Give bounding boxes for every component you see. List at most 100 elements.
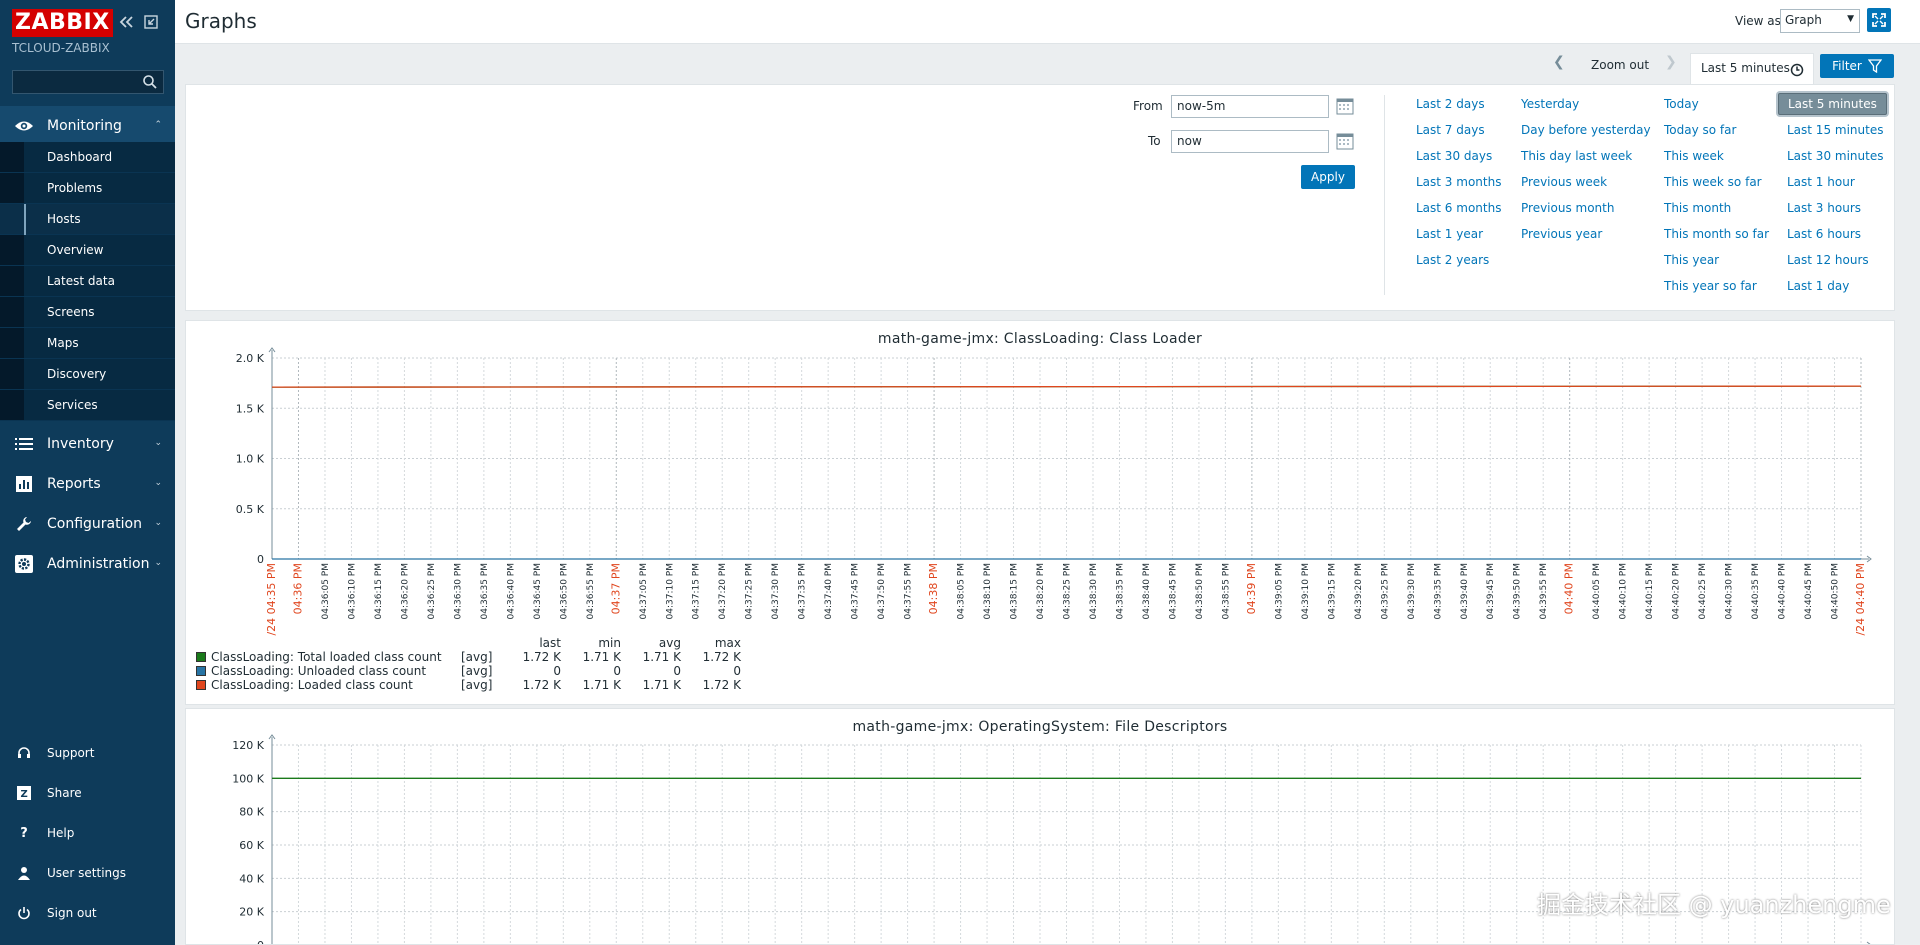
nav-reports[interactable]: Reports ⌄ bbox=[0, 464, 175, 504]
quick-range-this-month-so-far[interactable]: This month so far bbox=[1664, 227, 1770, 241]
quick-range-today-so-far[interactable]: Today so far bbox=[1664, 123, 1737, 137]
chart-file-descriptors: 0 20 K 40 K 60 K 80 K 100 K 120 K bbox=[232, 734, 1871, 944]
to-input[interactable]: now bbox=[1171, 130, 1329, 153]
quick-range-last-6-months[interactable]: Last 6 months bbox=[1416, 201, 1502, 215]
logo-text: ZABBIX bbox=[12, 9, 113, 37]
calendar-icon[interactable] bbox=[1336, 132, 1354, 150]
legend-swatch bbox=[196, 680, 206, 690]
quick-range-this-month[interactable]: This month bbox=[1664, 201, 1732, 215]
sidebar-item-problems[interactable]: Problems bbox=[0, 173, 175, 204]
sidebar-share[interactable]: Z Share bbox=[0, 778, 175, 808]
quick-range-last-5-minutes[interactable]: Last 5 minutes bbox=[1778, 93, 1887, 115]
x-tick-label: 04:40:10 PM bbox=[1619, 563, 1629, 619]
nav-inventory[interactable]: Inventory ⌄ bbox=[0, 424, 175, 464]
x-tick-label: 04:39:50 PM bbox=[1513, 563, 1523, 619]
quick-range-last-2-days[interactable]: Last 2 days bbox=[1416, 97, 1485, 111]
collapse-sidebar-icon[interactable] bbox=[118, 13, 136, 31]
zoom-out-button[interactable]: Zoom out bbox=[1591, 58, 1650, 72]
quick-range-last-2-years[interactable]: Last 2 years bbox=[1416, 253, 1490, 267]
fullscreen-button[interactable] bbox=[1867, 8, 1891, 32]
apply-button[interactable]: Apply bbox=[1301, 165, 1355, 189]
quick-range-last-6-hours[interactable]: Last 6 hours bbox=[1787, 227, 1861, 241]
x-tick-label: 04:36:15 PM bbox=[374, 563, 384, 619]
x-tick-label: 04:38:20 PM bbox=[1036, 563, 1046, 619]
nav-monitoring[interactable]: Monitoring ⌃ bbox=[0, 106, 175, 146]
x-tick-label: 04:38:05 PM bbox=[957, 563, 967, 619]
quick-range-today[interactable]: Today bbox=[1664, 97, 1699, 111]
from-input[interactable]: now-5m bbox=[1171, 95, 1329, 118]
quick-range-last-1-hour[interactable]: Last 1 hour bbox=[1787, 175, 1855, 189]
sidebar-item-screens[interactable]: Screens bbox=[0, 297, 175, 328]
sidebar-help[interactable]: ? Help bbox=[0, 818, 175, 848]
quick-range-last-30-days[interactable]: Last 30 days bbox=[1416, 149, 1493, 163]
quick-range-last-12-hours[interactable]: Last 12 hours bbox=[1787, 253, 1869, 267]
quick-range-day-before-yesterday[interactable]: Day before yesterday bbox=[1521, 123, 1651, 137]
nav-administration-label: Administration bbox=[47, 556, 150, 572]
quick-range-this-year-so-far[interactable]: This year so far bbox=[1664, 279, 1757, 293]
calendar-icon[interactable] bbox=[1336, 97, 1354, 115]
quick-range-this-week[interactable]: This week bbox=[1664, 149, 1724, 163]
sidebar-item-maps[interactable]: Maps bbox=[0, 328, 175, 359]
sign-out-label: Sign out bbox=[47, 906, 97, 920]
x-tick-label: 04:36:25 PM bbox=[427, 563, 437, 619]
sidebar-item-latest-data[interactable]: Latest data bbox=[0, 266, 175, 297]
quick-range-last-15-minutes[interactable]: Last 15 minutes bbox=[1787, 123, 1884, 137]
x-axis-arrow bbox=[1866, 941, 1871, 944]
filter-button[interactable]: Filter bbox=[1820, 54, 1894, 78]
x-tick-label: 04:36:50 PM bbox=[559, 563, 569, 619]
watermark: 掘金技术社区 @ yuanzhengme bbox=[1537, 891, 1891, 919]
sidebar-search-input[interactable] bbox=[12, 70, 164, 94]
x-tick-label: 04:39:05 PM bbox=[1274, 563, 1284, 619]
x-tick-label: 04:39:55 PM bbox=[1539, 563, 1549, 619]
autohide-sidebar-icon[interactable] bbox=[142, 13, 160, 31]
quick-range-this-year[interactable]: This year bbox=[1664, 253, 1720, 267]
quick-range-last-3-hours[interactable]: Last 3 hours bbox=[1787, 201, 1861, 215]
x-tick-label: 04:40:05 PM bbox=[1592, 563, 1602, 619]
quick-range-last-1-day[interactable]: Last 1 day bbox=[1787, 279, 1850, 293]
zabbix-logo[interactable]: ZABBIX bbox=[12, 9, 113, 37]
x-tick-label: 04:36:55 PM bbox=[586, 563, 596, 619]
legend-head-min: min bbox=[598, 636, 621, 650]
nav-configuration[interactable]: Configuration ⌄ bbox=[0, 504, 175, 544]
graph-title: math-game-jmx: OperatingSystem: File Des… bbox=[852, 719, 1228, 735]
chevron-left-icon[interactable]: ❮ bbox=[1553, 54, 1565, 70]
wrench-icon bbox=[14, 515, 34, 533]
help-icon: ? bbox=[20, 825, 28, 841]
x-tick-label: 04:38:55 PM bbox=[1221, 563, 1231, 619]
monitoring-submenu: Dashboard Problems Hosts Overview Latest… bbox=[0, 142, 175, 421]
chevron-right-icon[interactable]: ❯ bbox=[1665, 54, 1677, 70]
sidebar-item-discovery[interactable]: Discovery bbox=[0, 359, 175, 390]
quick-range-yesterday[interactable]: Yesterday bbox=[1521, 97, 1580, 111]
x-tick-label: 04:39 PM bbox=[1245, 563, 1258, 614]
nav-administration[interactable]: Administration ⌄ bbox=[0, 544, 175, 584]
sidebar-item-hosts[interactable]: Hosts bbox=[0, 204, 175, 235]
quick-range-previous-month[interactable]: Previous month bbox=[1521, 201, 1615, 215]
sidebar-support[interactable]: Support bbox=[0, 738, 175, 768]
sidebar-item-overview[interactable]: Overview bbox=[0, 235, 175, 266]
quick-range-previous-week[interactable]: Previous week bbox=[1521, 175, 1608, 189]
chevron-down-icon: ⌄ bbox=[154, 518, 162, 528]
x-tick-label: 04:39:10 PM bbox=[1301, 563, 1311, 619]
sidebar-item-dashboard[interactable]: Dashboard bbox=[0, 142, 175, 173]
view-as-value: Graph bbox=[1785, 13, 1822, 27]
quick-range-this-week-so-far[interactable]: This week so far bbox=[1664, 175, 1762, 189]
quick-range-previous-year[interactable]: Previous year bbox=[1521, 227, 1603, 241]
quick-range-last-30-minutes[interactable]: Last 30 minutes bbox=[1787, 149, 1884, 163]
y-tick-label: 0 bbox=[257, 553, 264, 566]
sidebar-item-services[interactable]: Services bbox=[0, 390, 175, 421]
fullscreen-icon bbox=[1872, 13, 1886, 27]
search-icon[interactable] bbox=[142, 74, 158, 93]
nav-monitoring-label: Monitoring bbox=[47, 118, 122, 134]
time-range-tab[interactable]: Last 5 minutes bbox=[1690, 53, 1814, 84]
quick-range-last-1-year[interactable]: Last 1 year bbox=[1416, 227, 1484, 241]
view-as-select[interactable]: Graph ▼ bbox=[1780, 9, 1860, 33]
x-tick-label: 04:36:10 PM bbox=[347, 563, 357, 619]
x-tick-label: 04:37:05 PM bbox=[639, 563, 649, 619]
quick-range-this-day-last-week[interactable]: This day last week bbox=[1521, 149, 1633, 163]
quick-range-last-7-days[interactable]: Last 7 days bbox=[1416, 123, 1485, 137]
sidebar-sign-out[interactable]: Sign out bbox=[0, 898, 175, 928]
x-tick-label: 04:39:30 PM bbox=[1407, 563, 1417, 619]
quick-range-last-3-months[interactable]: Last 3 months bbox=[1416, 175, 1502, 189]
sidebar-user-settings[interactable]: User settings bbox=[0, 858, 175, 888]
time-selector-bar: ❮ Zoom out ❯ Last 5 minutes Filter bbox=[175, 44, 1920, 84]
